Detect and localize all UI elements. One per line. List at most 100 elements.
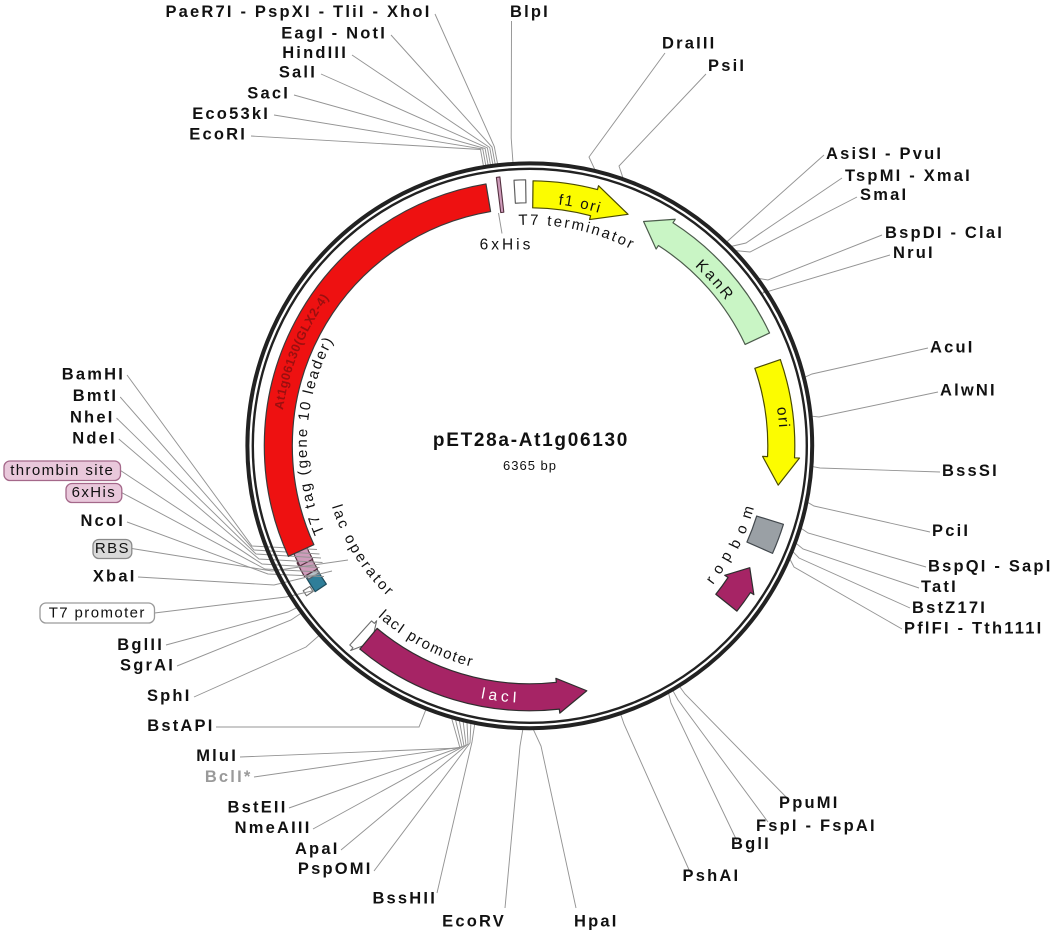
svg-text:AlwNI: AlwNI bbox=[940, 382, 997, 400]
svg-text:PshAI: PshAI bbox=[683, 867, 741, 885]
svg-text:r: r bbox=[588, 198, 597, 216]
svg-text:1: 1 bbox=[275, 387, 290, 397]
svg-text:1: 1 bbox=[563, 192, 574, 210]
svg-text:BspDI - ClaI: BspDI - ClaI bbox=[885, 224, 1004, 242]
svg-text:SmaI: SmaI bbox=[860, 186, 908, 204]
svg-text:g: g bbox=[294, 459, 312, 469]
svg-text:AcuI: AcuI bbox=[930, 339, 975, 357]
svg-text:BspQI - SapI: BspQI - SapI bbox=[928, 558, 1053, 576]
svg-text:BssSI: BssSI bbox=[942, 462, 999, 480]
svg-text:RBS: RBS bbox=[95, 540, 130, 557]
svg-text:): ) bbox=[318, 291, 332, 303]
svg-text:BmtI: BmtI bbox=[73, 387, 118, 405]
svg-text:NcoI: NcoI bbox=[80, 512, 125, 530]
svg-text:PsiI: PsiI bbox=[708, 57, 746, 75]
svg-text:BstAPI: BstAPI bbox=[147, 717, 214, 735]
svg-text:BstZ17I: BstZ17I bbox=[912, 599, 987, 617]
svg-text:0: 0 bbox=[278, 371, 293, 382]
svg-text:T: T bbox=[518, 212, 528, 229]
svg-text:SacI: SacI bbox=[247, 85, 290, 103]
svg-text:PaeR7I - PspXI - TliI - XhoI: PaeR7I - PspXI - TliI - XhoI bbox=[165, 3, 431, 21]
svg-text:NdeI: NdeI bbox=[72, 430, 117, 448]
svg-text:NruI: NruI bbox=[893, 244, 935, 262]
svg-text:1: 1 bbox=[295, 411, 313, 421]
svg-text:t: t bbox=[274, 394, 289, 402]
svg-text:(: ( bbox=[295, 469, 312, 476]
svg-text:HpaI: HpaI bbox=[574, 913, 619, 931]
svg-text:g: g bbox=[297, 482, 315, 493]
svg-text:t: t bbox=[609, 228, 620, 246]
svg-text:HindIII: HindIII bbox=[282, 44, 348, 62]
svg-text:o: o bbox=[773, 406, 791, 417]
svg-text:6xHis: 6xHis bbox=[480, 237, 534, 254]
svg-text:(: ( bbox=[291, 337, 306, 347]
svg-text:Eco53kI: Eco53kI bbox=[192, 105, 270, 123]
svg-text:l: l bbox=[480, 685, 487, 702]
svg-text:EcoRI: EcoRI bbox=[189, 126, 247, 144]
svg-text:EagI - NotI: EagI - NotI bbox=[281, 25, 387, 43]
svg-text:c: c bbox=[500, 688, 510, 706]
svg-text:g: g bbox=[276, 379, 291, 390]
svg-text:m: m bbox=[738, 504, 758, 521]
svg-text:r: r bbox=[316, 341, 333, 353]
svg-text:i: i bbox=[584, 219, 592, 236]
svg-text:m: m bbox=[570, 216, 586, 235]
svg-text:EcoRV: EcoRV bbox=[442, 913, 506, 931]
svg-text:1: 1 bbox=[283, 356, 299, 367]
svg-text:0: 0 bbox=[288, 342, 304, 354]
svg-text:PflFI - Tth111I: PflFI - Tth111I bbox=[904, 620, 1043, 638]
svg-text:r: r bbox=[563, 215, 571, 233]
svg-text:PciI: PciI bbox=[932, 522, 970, 540]
svg-text:3: 3 bbox=[285, 349, 301, 361]
svg-text:BglI: BglI bbox=[731, 835, 771, 853]
svg-text:o: o bbox=[579, 195, 591, 213]
svg-text:BamHI: BamHI bbox=[62, 366, 125, 384]
svg-text:MluI: MluI bbox=[196, 747, 238, 765]
svg-text:t: t bbox=[301, 501, 319, 510]
svg-text:BssHII: BssHII bbox=[372, 890, 437, 908]
svg-text:r: r bbox=[465, 653, 474, 671]
svg-text:l: l bbox=[328, 503, 345, 511]
svg-text:DraIII: DraIII bbox=[662, 35, 716, 53]
svg-text:T7 promoter: T7 promoter bbox=[49, 605, 146, 622]
svg-text:NmeAIII: NmeAIII bbox=[235, 819, 312, 837]
svg-text:a: a bbox=[487, 687, 498, 705]
svg-text:FspI - FspAI: FspI - FspAI bbox=[756, 817, 877, 835]
svg-text:6xHis: 6xHis bbox=[72, 484, 117, 501]
svg-text:l: l bbox=[300, 389, 317, 396]
svg-text:i: i bbox=[594, 199, 602, 216]
svg-text:t: t bbox=[547, 213, 553, 230]
svg-text:n: n bbox=[294, 439, 311, 448]
svg-text:BclI*: BclI* bbox=[205, 768, 253, 786]
svg-text:I: I bbox=[512, 689, 517, 706]
svg-text:XbaI: XbaI bbox=[93, 568, 137, 586]
svg-text:TatI: TatI bbox=[921, 578, 958, 596]
svg-text:NheI: NheI bbox=[70, 409, 115, 427]
svg-text:e: e bbox=[553, 213, 563, 231]
svg-text:e: e bbox=[294, 428, 311, 437]
svg-text:r: r bbox=[774, 416, 791, 423]
svg-text:BglII: BglII bbox=[117, 636, 164, 654]
svg-text:SphI: SphI bbox=[147, 687, 192, 705]
svg-text:TspMI - XmaI: TspMI - XmaI bbox=[845, 167, 972, 185]
svg-text:ApaI: ApaI bbox=[295, 840, 340, 858]
svg-text:pET28a-At1g06130: pET28a-At1g06130 bbox=[433, 430, 629, 451]
svg-text:0: 0 bbox=[297, 400, 315, 411]
svg-text:thrombin site: thrombin site bbox=[10, 462, 114, 479]
svg-text:i: i bbox=[775, 423, 792, 428]
svg-text:A: A bbox=[272, 399, 287, 410]
svg-text:6: 6 bbox=[280, 364, 295, 375]
svg-text:SalI: SalI bbox=[279, 64, 317, 82]
svg-text:SgrAI: SgrAI bbox=[120, 657, 175, 675]
svg-text:6365 bp: 6365 bp bbox=[503, 458, 557, 473]
svg-text:BstEII: BstEII bbox=[228, 799, 288, 817]
svg-text:t: t bbox=[450, 648, 460, 666]
svg-text:-: - bbox=[310, 302, 324, 313]
svg-text:PspOMI: PspOMI bbox=[298, 860, 373, 878]
svg-text:7: 7 bbox=[530, 212, 539, 229]
svg-text:f: f bbox=[558, 192, 565, 209]
svg-text:BlpI: BlpI bbox=[510, 3, 550, 21]
svg-text:PpuMI: PpuMI bbox=[779, 794, 840, 812]
svg-text:AsiSI - PvuI: AsiSI - PvuI bbox=[826, 145, 943, 163]
svg-text:e: e bbox=[294, 449, 311, 458]
